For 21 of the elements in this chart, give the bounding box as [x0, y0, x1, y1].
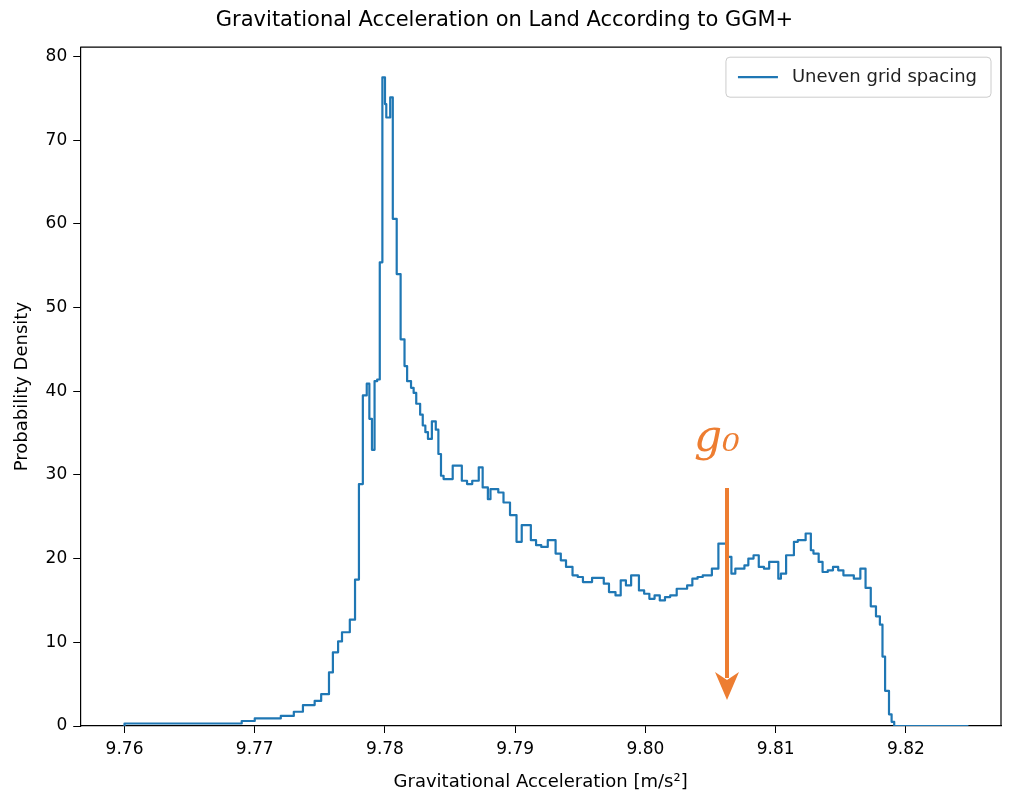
annotation: g₀	[694, 410, 740, 461]
y-tick-label: 40	[45, 379, 68, 400]
x-tick-label: 9.78	[366, 737, 404, 758]
y-tick-label: 60	[45, 212, 68, 233]
x-tick-label: 9.80	[626, 737, 665, 758]
y-tick-label: 10	[45, 630, 68, 651]
x-tick-label: 9.76	[105, 737, 144, 758]
x-tick-label: 9.82	[887, 737, 925, 758]
legend-label: Uneven grid spacing	[791, 64, 978, 86]
x-tick-label: 9.77	[235, 737, 274, 758]
y-tick-label: 70	[45, 128, 68, 149]
x-axis-title: Gravitational Acceleration [m/s²]	[393, 769, 688, 791]
y-tick-label: 30	[45, 463, 68, 484]
x-tick-label: 9.81	[756, 737, 795, 758]
x-tick-label: 9.79	[496, 737, 535, 758]
y-tick-label: 20	[45, 547, 68, 568]
y-tick-label: 80	[45, 44, 68, 65]
y-tick-label: 0	[56, 714, 68, 735]
y-axis-title: Probability Density	[10, 301, 32, 472]
chart-title: Gravitational Acceleration on Land According to GGM+	[215, 7, 794, 32]
y-tick-label: 50	[45, 295, 68, 316]
